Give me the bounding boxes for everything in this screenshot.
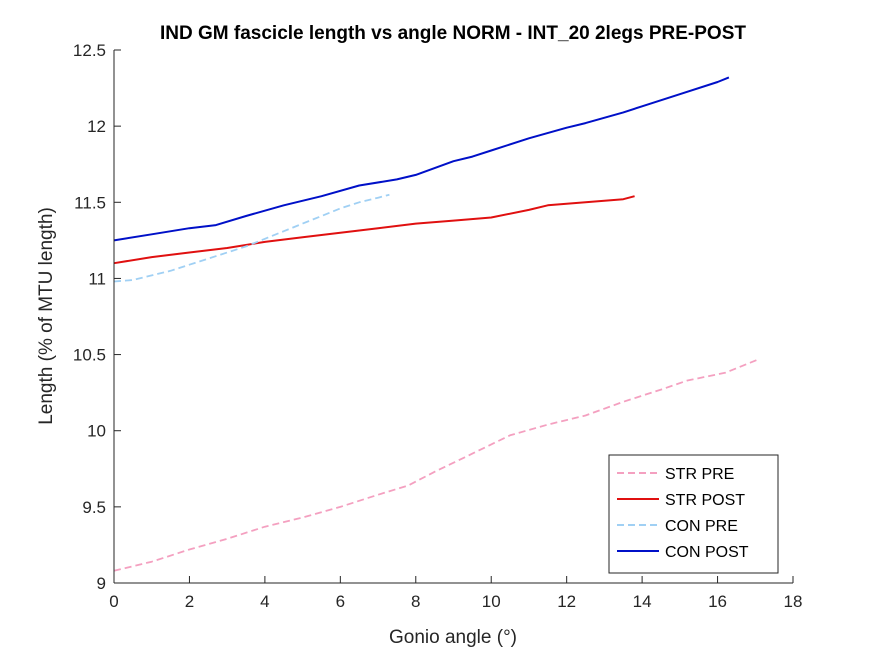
x-tick-label-3: 6 xyxy=(336,592,345,611)
y-tick-label-7: 12.5 xyxy=(73,41,106,60)
x-tick-label-0: 0 xyxy=(109,592,118,611)
legend-label-3: CON POST xyxy=(665,544,749,561)
y-tick-label-2: 10 xyxy=(87,422,106,441)
y-tick-label-4: 11 xyxy=(88,269,106,288)
y-tick-label-5: 11.5 xyxy=(74,193,106,212)
legend-label-0: STR PRE xyxy=(665,466,734,483)
series-line-0 xyxy=(113,358,760,572)
y-tick-label-3: 10.5 xyxy=(73,346,106,365)
y-axis-label: Length (% of MTU length) xyxy=(36,207,57,425)
y-tick-label-6: 12 xyxy=(87,117,106,136)
x-tick-label-4: 8 xyxy=(411,592,420,611)
series-line-1 xyxy=(113,195,635,265)
x-tick-label-2: 4 xyxy=(260,592,269,611)
axes-layer xyxy=(113,50,793,584)
x-tick-label-1: 2 xyxy=(185,592,194,611)
y-tick-label-1: 9.5 xyxy=(82,498,106,517)
legend-label-2: CON PRE xyxy=(665,518,738,535)
chart-title: IND GM fascicle length vs angle NORM - I… xyxy=(160,23,746,44)
legend-box xyxy=(608,454,779,574)
legend-label-1: STR POST xyxy=(665,492,745,509)
legend: STR PRE STR POST CON PRE CON POST xyxy=(608,454,779,574)
ticks-layer: 0 2 4 6 8 10 12 14 16 18 9 9.5 10 10.5 11 11.5 12 12.5 xyxy=(73,41,803,611)
x-tick-label-6: 12 xyxy=(557,592,576,611)
series-layer xyxy=(113,76,760,572)
x-tick-label-8: 16 xyxy=(708,592,727,611)
y-tick-label-0: 9 xyxy=(97,574,106,593)
x-tick-label-5: 10 xyxy=(482,592,501,611)
series-line-3 xyxy=(113,76,730,242)
x-tick-label-7: 14 xyxy=(633,592,652,611)
x-tick-label-9: 18 xyxy=(784,592,803,611)
x-axis-label: Gonio angle (°) xyxy=(389,627,517,648)
series-line-2 xyxy=(113,193,390,283)
